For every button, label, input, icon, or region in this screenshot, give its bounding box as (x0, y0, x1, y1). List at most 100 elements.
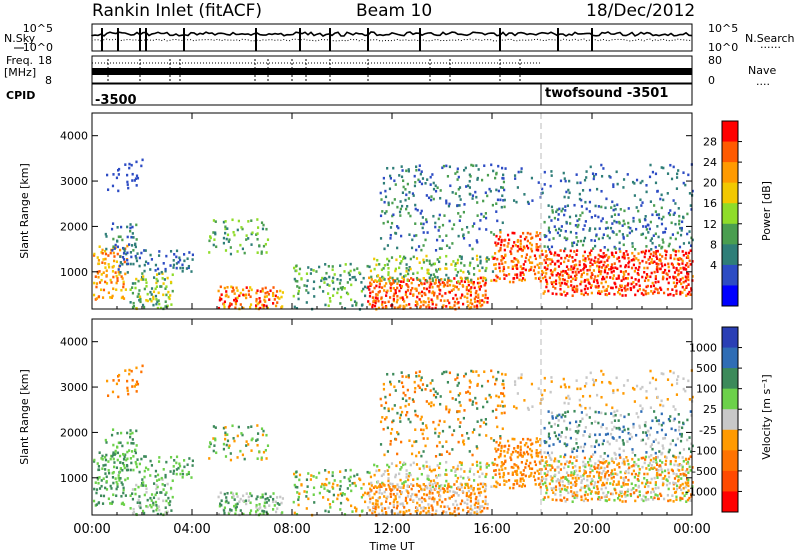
power-cell (427, 272, 430, 275)
power-cell (443, 283, 447, 287)
velocity-cell (633, 388, 636, 391)
velocity-cell (548, 454, 551, 457)
power-cell (678, 222, 681, 226)
power-cell (495, 210, 498, 213)
velocity-cell (222, 509, 226, 512)
velocity-cell (597, 490, 600, 494)
velocity-cell (677, 478, 680, 482)
velocity-cell (434, 395, 438, 399)
power-cell (519, 239, 522, 243)
power-cell (469, 287, 472, 291)
power-cell (449, 184, 452, 188)
power-cell (398, 174, 401, 177)
velocity-cell (208, 445, 211, 449)
velocity-cell (654, 378, 658, 382)
power-cell (389, 237, 392, 240)
velocity-cell (583, 442, 587, 446)
power-cell (255, 297, 258, 301)
power-cell (622, 186, 625, 189)
velocity-cell (436, 490, 439, 494)
power-cell (227, 240, 230, 243)
velocity-cell (594, 420, 597, 424)
velocity-cell (635, 463, 638, 466)
velocity-cell (439, 473, 442, 477)
power-cell (554, 279, 558, 283)
power-cell (554, 287, 557, 290)
power-cell (234, 306, 237, 310)
power-cell (687, 272, 690, 276)
velocity-cell (550, 451, 554, 455)
power-cell (515, 200, 518, 204)
velocity-cell (225, 496, 228, 499)
velocity-cell (554, 468, 557, 472)
power-cell (140, 275, 144, 279)
power-cell (438, 256, 442, 259)
velocity-cell (539, 482, 542, 486)
velocity-cell (132, 510, 136, 514)
velocity-cell (247, 499, 251, 502)
power-cell (399, 296, 402, 300)
colorbar-tick-label: 500 (696, 362, 717, 375)
velocity-cell (95, 488, 99, 491)
velocity-cell (126, 464, 129, 468)
power-cell (613, 204, 616, 208)
velocity-cell (557, 471, 561, 474)
velocity-cell (649, 445, 652, 448)
power-cell (537, 271, 540, 274)
velocity-cell (554, 434, 558, 438)
power-cell (358, 271, 361, 275)
velocity-cell (561, 483, 564, 487)
velocity-cell (469, 467, 472, 471)
nave-band (92, 68, 692, 75)
velocity-cell (112, 453, 115, 457)
velocity-cell (504, 373, 507, 376)
power-cell (428, 289, 431, 293)
velocity-cell (379, 397, 382, 401)
power-cell (558, 207, 561, 211)
power-cell (672, 294, 675, 297)
power-cell (446, 299, 449, 302)
velocity-cell (626, 483, 629, 486)
power-cell (492, 233, 496, 236)
power-cell (588, 229, 591, 232)
power-cell (339, 302, 342, 305)
power-cell (384, 301, 387, 304)
power-cell (112, 173, 115, 176)
velocity-cell (612, 414, 615, 418)
power-cell (109, 278, 112, 282)
velocity-cell (567, 474, 570, 477)
power-cell (529, 255, 532, 259)
power-cell (627, 221, 630, 225)
velocity-cell (378, 491, 381, 495)
velocity-cell (435, 476, 438, 479)
velocity-cell (134, 488, 137, 491)
power-cell (386, 166, 389, 170)
power-cell (545, 278, 548, 282)
power-cell (467, 283, 470, 287)
power-cell (226, 233, 230, 237)
power-cell (500, 166, 504, 170)
power-cell (422, 244, 425, 247)
velocity-cell (611, 457, 614, 461)
power-cell (560, 281, 564, 285)
power-cell (666, 192, 669, 195)
velocity-cell (617, 419, 620, 422)
velocity-cell (164, 493, 167, 496)
velocity-cell (428, 482, 431, 486)
power-cell (434, 249, 438, 252)
velocity-cell (149, 474, 152, 477)
power-cell (422, 300, 425, 303)
velocity-cell (138, 504, 141, 508)
velocity-cell (593, 450, 597, 454)
velocity-cell (655, 419, 659, 423)
velocity-cell (104, 463, 107, 467)
velocity-cell (575, 442, 578, 445)
velocity-cell (353, 506, 357, 509)
power-cell (481, 294, 484, 297)
power-cell (318, 285, 321, 289)
cpid-panel: CPID -3500 twofsound -3501 (6, 83, 693, 108)
power-cell (568, 191, 571, 195)
power-cell (689, 263, 692, 266)
power-cell (651, 213, 654, 217)
velocity-cell (490, 485, 493, 488)
